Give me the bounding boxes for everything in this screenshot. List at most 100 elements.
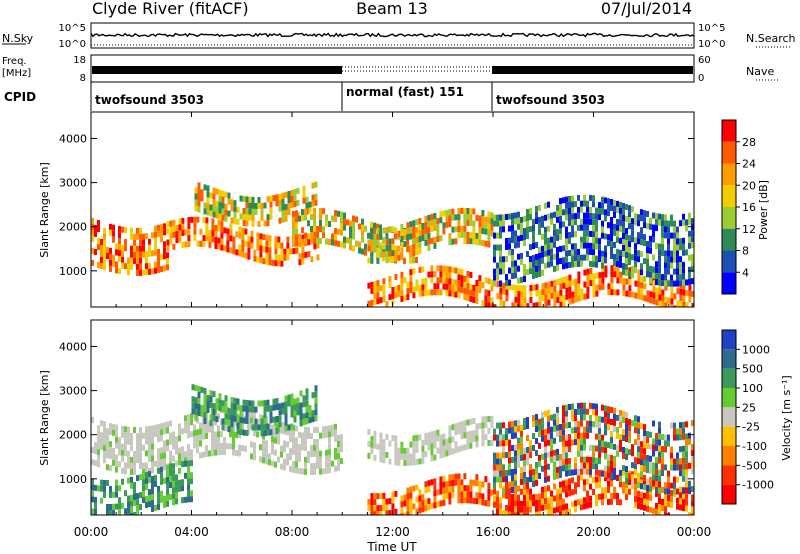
heatmap-cell <box>169 450 172 457</box>
heatmap-cell <box>242 399 246 406</box>
heatmap-cell <box>493 250 496 257</box>
heatmap-cell <box>97 437 100 444</box>
heatmap-cell <box>233 212 237 219</box>
heatmap-cell <box>469 436 473 443</box>
heatmap-cell <box>532 225 535 231</box>
heatmap-cell <box>466 276 470 283</box>
heatmap-cell <box>640 447 643 454</box>
heatmap-cell <box>634 469 637 476</box>
heatmap-cell <box>643 222 646 229</box>
heatmap-cell <box>172 225 176 232</box>
heatmap-cell <box>230 199 234 206</box>
heatmap-cell <box>227 210 231 217</box>
heatmap-cell <box>562 504 565 511</box>
heatmap-cell <box>265 258 269 265</box>
heatmap-cell <box>625 488 628 495</box>
heatmap-cell <box>415 446 419 453</box>
heatmap-cell <box>218 207 222 214</box>
heatmap-cell <box>121 514 124 515</box>
heatmap-cell <box>532 231 535 237</box>
heatmap-cell <box>319 450 322 457</box>
heatmap-cell <box>136 439 139 446</box>
heatmap-cell <box>592 243 595 250</box>
heatmap-cell <box>577 194 580 201</box>
heatmap-cell <box>613 199 616 206</box>
heatmap-cell <box>106 428 109 435</box>
heatmap-cell <box>436 224 440 230</box>
heatmap-cell <box>526 500 529 507</box>
heatmap-cell <box>643 448 646 455</box>
heatmap-cell <box>100 497 103 504</box>
heatmap-cell <box>151 488 154 494</box>
heatmap-cell <box>430 455 434 462</box>
heatmap-cell <box>559 210 562 216</box>
heatmap-cell <box>496 232 499 239</box>
heatmap-cell <box>194 193 198 200</box>
heatmap-cell <box>658 243 661 250</box>
heatmap-cell <box>415 237 419 244</box>
heatmap-cell <box>505 434 508 440</box>
heatmap-cell <box>616 444 619 451</box>
heatmap-cell <box>604 453 607 460</box>
heatmap-cell <box>271 442 274 449</box>
heatmap-cell <box>511 500 514 506</box>
heatmap-cell <box>616 260 619 267</box>
heatmap-cell <box>562 263 565 270</box>
heatmap-cell <box>532 494 535 501</box>
heatmap-cell <box>673 434 676 441</box>
heatmap-cell <box>583 230 586 237</box>
heatmap-cell <box>313 451 316 457</box>
heatmap-cell <box>202 241 206 248</box>
heatmap-cell <box>218 405 222 412</box>
heatmap-cell <box>535 302 539 307</box>
heatmap-cell <box>541 504 544 511</box>
heatmap-cell <box>298 253 302 260</box>
heatmap-cell <box>685 445 688 452</box>
heatmap-cell <box>415 243 419 250</box>
heatmap-cell <box>481 481 485 488</box>
heatmap-cell <box>523 506 526 513</box>
heatmap-cell <box>94 502 97 509</box>
heatmap-cell <box>652 280 656 287</box>
power-ylabel: Slant Range [km] <box>38 162 51 258</box>
heatmap-cell <box>133 245 136 252</box>
heatmap-cell <box>448 239 452 246</box>
heatmap-cell <box>442 487 446 494</box>
heatmap-cell <box>139 433 142 439</box>
heatmap-cell <box>194 397 198 404</box>
heatmap-cell <box>269 429 273 436</box>
heatmap-cell <box>604 471 607 478</box>
heatmap-cell <box>373 245 377 252</box>
heatmap-cell <box>148 238 151 245</box>
heatmap-cell <box>526 447 529 453</box>
heatmap-cell <box>287 424 291 431</box>
heatmap-cell <box>550 432 553 439</box>
heatmap-cell <box>499 482 502 489</box>
heatmap-cell <box>388 498 392 505</box>
heatmap-cell <box>574 284 578 291</box>
heatmap-cell <box>541 307 544 313</box>
heatmap-cell <box>157 448 160 455</box>
heatmap-cell <box>583 497 586 504</box>
heatmap-cell <box>547 237 550 244</box>
heatmap-cell <box>457 214 461 221</box>
heatmap-cell <box>622 290 626 297</box>
heatmap-cell <box>457 280 461 287</box>
heatmap-cell <box>682 279 685 286</box>
heatmap-cell <box>604 265 608 272</box>
heatmap-cell <box>535 254 538 260</box>
heatmap-cell <box>595 409 598 416</box>
heatmap-cell <box>172 231 176 238</box>
heatmap-cell <box>544 492 547 499</box>
heatmap-cell <box>268 241 272 248</box>
heatmap-cell <box>475 441 479 448</box>
heatmap-cell <box>251 196 255 203</box>
heatmap-cell <box>655 463 658 470</box>
heatmap-cell <box>97 244 100 250</box>
heatmap-cell <box>334 240 337 247</box>
heatmap-cell <box>676 476 679 483</box>
heatmap-cell <box>277 242 281 249</box>
heatmap-cell <box>577 420 580 427</box>
heatmap-cell <box>367 517 370 523</box>
heatmap-cell <box>601 265 605 272</box>
